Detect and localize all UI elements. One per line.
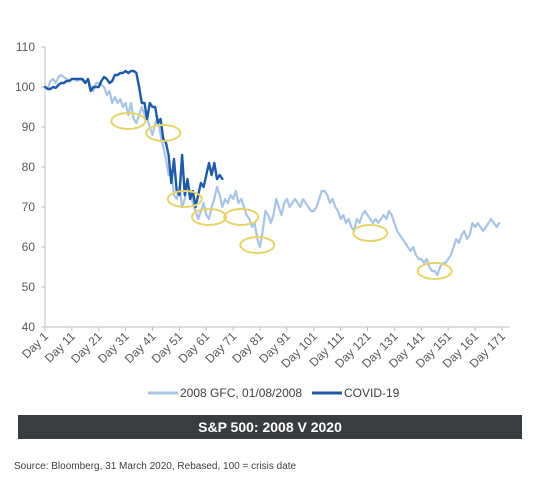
- y-tick-label: 50: [22, 280, 36, 294]
- highlight-ellipse: [145, 124, 182, 142]
- highlight-ellipse: [239, 236, 276, 254]
- y-axis: 40 50 60 70 80 90 100 110: [15, 40, 46, 334]
- highlight-layer: [110, 112, 453, 280]
- series-layer: [43, 69, 501, 277]
- y-tick-label: 80: [22, 160, 36, 174]
- highlight-ellipse: [110, 112, 147, 130]
- legend-label: 2008 GFC, 01/08/2008: [180, 386, 302, 400]
- highlight-ellipse: [166, 190, 203, 208]
- chart-title: S&P 500: 2008 V 2020: [18, 415, 522, 439]
- highlight-ellipse: [352, 224, 389, 242]
- gfc-2008-line: [43, 73, 501, 277]
- covid-19-line: [43, 69, 224, 209]
- legend: 2008 GFC, 01/08/2008 COVID-19: [148, 386, 400, 400]
- y-tick-label: 60: [22, 240, 36, 254]
- legend-label: COVID-19: [344, 386, 400, 400]
- y-tick-label: 90: [22, 120, 36, 134]
- y-tick-label: 110: [16, 40, 35, 54]
- source-note: Source: Bloomberg, 31 March 2020, Rebase…: [14, 461, 297, 472]
- highlight-ellipse: [190, 208, 227, 226]
- highlight-ellipse: [416, 262, 453, 280]
- y-tick-label: 40: [22, 320, 36, 334]
- y-tick-label: 70: [22, 200, 36, 214]
- y-tick-label: 100: [15, 80, 35, 94]
- highlight-ellipse: [223, 208, 260, 226]
